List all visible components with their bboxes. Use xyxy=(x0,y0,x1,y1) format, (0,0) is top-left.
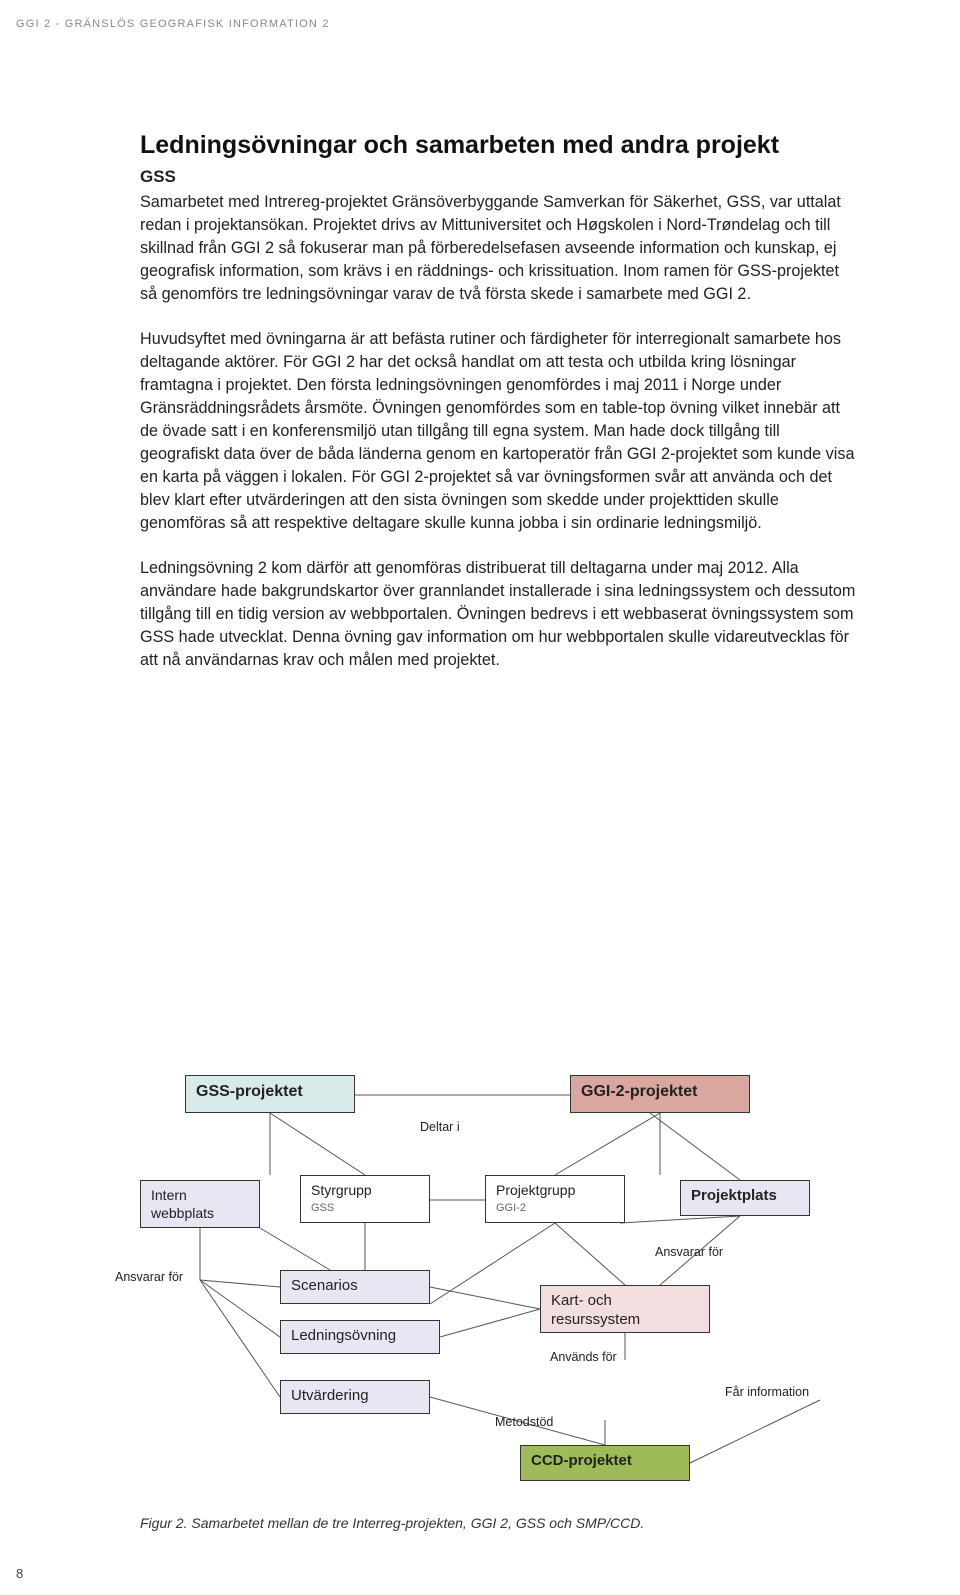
diagram: GSS-projektet GGI-2-projektet Intern webbp… xyxy=(100,1060,900,1500)
paragraph-2: Huvudsyftet med övningarna är att befäst… xyxy=(140,328,860,535)
diagram-node-intern: Intern webbplats xyxy=(140,1180,260,1228)
diagram-node-ggi2: GGI-2-projektet xyxy=(570,1075,750,1113)
page-title: Ledningsövningar och samarbeten med andr… xyxy=(140,130,860,161)
edge-label-0: Deltar i xyxy=(420,1120,460,1134)
edge-label-5: Får information xyxy=(725,1385,809,1399)
diagram-node-kart: Kart- och resurssystem xyxy=(540,1285,710,1333)
diagram-node-styr: StyrgruppGSS xyxy=(300,1175,430,1223)
paragraph-3: Ledningsövning 2 kom därför att genomför… xyxy=(140,557,860,672)
page-header: GGI 2 - GRÄNSLÖS GEOGRAFISK INFORMATION … xyxy=(16,18,330,30)
figure-caption: Figur 2. Samarbetet mellan de tre Interr… xyxy=(140,1515,644,1531)
diagram-node-ccd: CCD-projektet xyxy=(520,1445,690,1481)
edge-label-4: Metodstöd xyxy=(495,1415,553,1429)
content-block: Ledningsövningar och samarbeten med andr… xyxy=(140,130,860,694)
edge-label-2: Ansvarar för xyxy=(655,1245,723,1259)
edge-label-3: Används för xyxy=(550,1350,617,1364)
section-subhead: GSS xyxy=(140,167,860,187)
diagram-node-ledn: Ledningsövning xyxy=(280,1320,440,1354)
page-number: 8 xyxy=(16,1566,23,1581)
diagram-node-utv: Utvärdering xyxy=(280,1380,430,1414)
diagram-node-scen: Scenarios xyxy=(280,1270,430,1304)
edge-label-1: Ansvarar för xyxy=(115,1270,183,1284)
diagram-node-pgrupp: ProjektgruppGGI-2 xyxy=(485,1175,625,1223)
paragraph-1: Samarbetet med Intrereg-projektet Gränsö… xyxy=(140,191,860,306)
diagram-node-pplats: Projektplats xyxy=(680,1180,810,1216)
diagram-node-gss: GSS-projektet xyxy=(185,1075,355,1113)
